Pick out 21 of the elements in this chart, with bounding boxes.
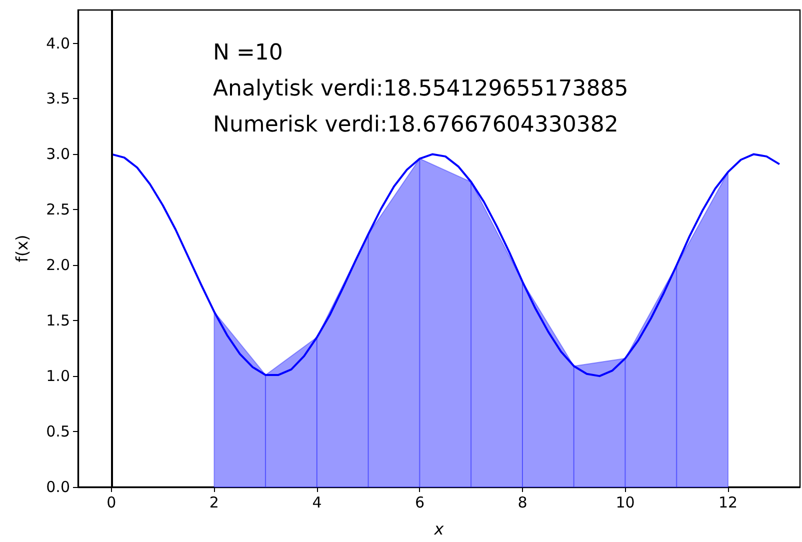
y-tick-label: 1.5	[46, 312, 70, 330]
y-tick-label: 1.0	[46, 367, 70, 386]
x-tick-label: 2	[209, 494, 219, 512]
annotation: Numerisk verdi:18.67667604330382	[213, 112, 618, 138]
x-axis-title: x	[433, 520, 444, 538]
y-tick-label: 2.5	[46, 200, 70, 219]
x-tick-label: 8	[518, 494, 528, 512]
y-axis-title: f(x)	[12, 234, 32, 262]
y-tick-label: 2.0	[46, 256, 70, 274]
x-tick-label: 4	[312, 494, 322, 512]
x-tick-label: 10	[616, 494, 635, 512]
x-tick-label: 6	[414, 494, 425, 512]
annotation: Analytisk verdi:18.554129655173885	[213, 76, 628, 102]
annotation: N =10	[213, 40, 283, 66]
y-tick-label: 3.0	[46, 145, 70, 164]
y-tick-label: 0.5	[46, 422, 70, 441]
x-tick-label: 12	[718, 494, 738, 512]
x-tick-label: 0	[106, 494, 116, 512]
y-tick-label: 3.5	[46, 90, 70, 108]
y-tick-label: 4.0	[46, 34, 70, 52]
y-tick-label: 0.0	[46, 478, 70, 496]
